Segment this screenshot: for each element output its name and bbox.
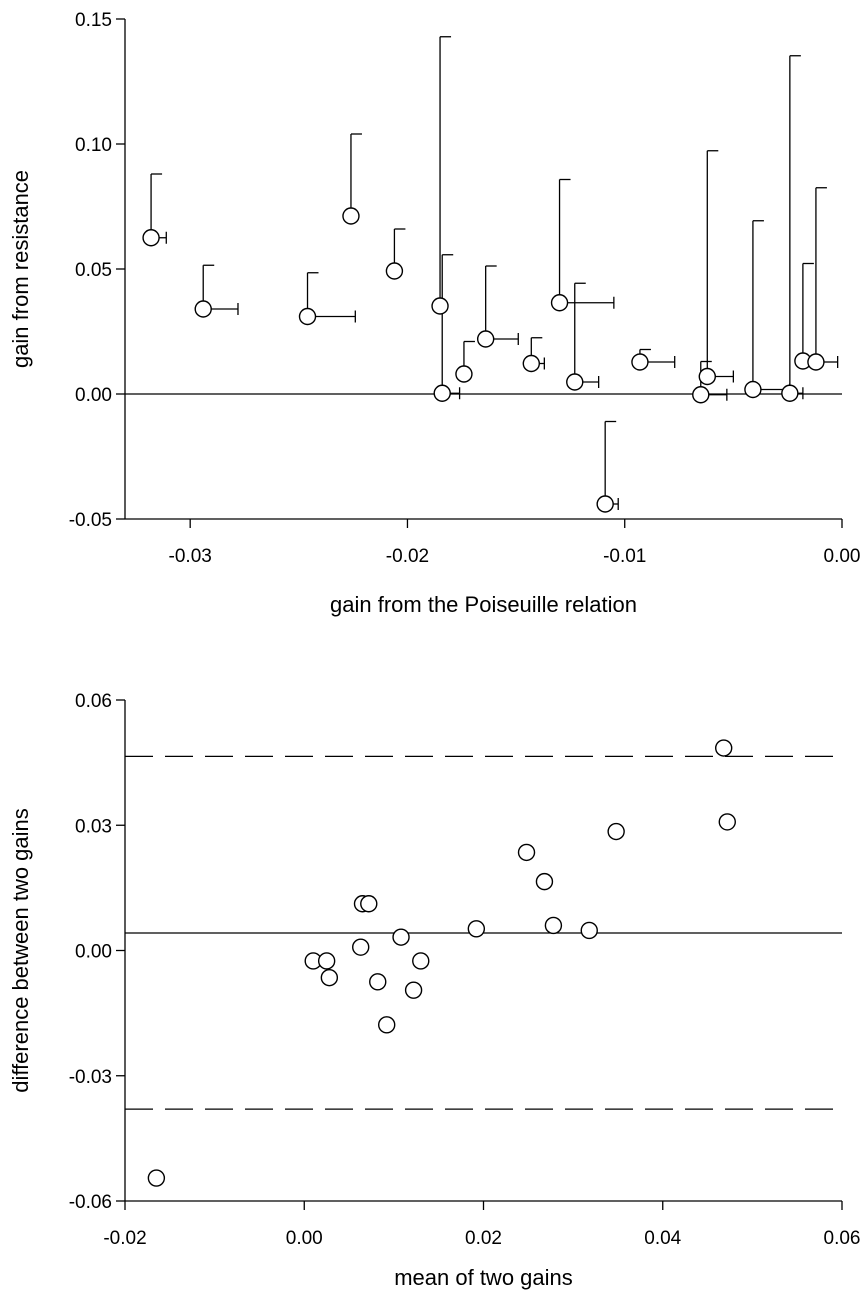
top-data-point	[566, 373, 584, 391]
bottom-y-tick-label: 0.06	[75, 691, 112, 712]
bottom-x-tick-label: -0.02	[103, 1228, 146, 1249]
bottom-data-point	[147, 1169, 166, 1187]
bottom-data-point	[718, 813, 736, 831]
top-data-point	[550, 294, 569, 312]
bottom-y-tick-label: 0.03	[75, 816, 112, 837]
bottom-data-point	[412, 952, 430, 970]
top-data-point	[455, 365, 473, 383]
top-data-point	[692, 386, 710, 404]
bottom-data-point	[517, 843, 536, 862]
top-data-point	[476, 330, 495, 348]
bottom-data-point	[369, 973, 387, 991]
top-y-tick-label: -0.05	[69, 510, 112, 531]
top-data-point	[631, 353, 649, 371]
bottom-panel-chart: -0.02 0.00 0.02 0.04 0.06 -0.06 -0.03 0.00 0.03 0…	[8, 691, 860, 1290]
top-data-point	[596, 495, 614, 513]
top-y-tick-label: 0.15	[75, 10, 112, 31]
bottom-x-tick-label: 0.04	[644, 1228, 681, 1249]
bottom-data-point	[378, 1016, 396, 1034]
bottom-data-point	[714, 739, 733, 757]
bottom-data-point	[535, 872, 554, 891]
top-data-point	[142, 229, 160, 247]
top-y-axis-label: gain from resistance	[8, 170, 33, 368]
top-data-point	[744, 380, 762, 399]
top-y-tick-label: 0.05	[75, 260, 112, 281]
bottom-y-tick-label: 0.00	[75, 942, 112, 963]
bottom-y-tick-label: -0.06	[69, 1192, 112, 1213]
top-x-axis-label: gain from the Poiseuille relation	[330, 592, 637, 617]
bottom-data-point	[580, 921, 598, 940]
bottom-data-point	[360, 895, 378, 913]
bottom-data-point	[392, 928, 410, 946]
top-x-tick-label: -0.02	[386, 546, 429, 567]
top-data-point	[781, 384, 799, 402]
bottom-data-point	[317, 952, 336, 970]
bottom-data-point	[404, 981, 423, 999]
top-y-tick-label: 0.10	[75, 135, 112, 156]
top-data-point	[298, 307, 317, 326]
bottom-data-point	[320, 968, 339, 987]
top-panel-chart: -0.03 -0.02 -0.01 0.00 -0.05 0.00 0.05 0.10 0.15…	[8, 10, 860, 617]
bottom-x-tick-label: 0.06	[824, 1228, 861, 1249]
top-data-point	[431, 297, 449, 315]
bottom-data-point	[467, 920, 486, 938]
bottom-x-tick-label: 0.02	[465, 1228, 502, 1249]
bottom-y-tick-label: -0.03	[69, 1067, 112, 1088]
bottom-data-point	[607, 822, 625, 841]
top-data-point	[433, 384, 451, 402]
top-data-point	[194, 300, 212, 318]
top-x-tick-label: 0.00	[824, 546, 861, 567]
bottom-x-axis-label: mean of two gains	[394, 1265, 573, 1290]
top-data-point	[807, 353, 825, 371]
top-data-point	[385, 262, 404, 280]
top-x-tick-label: -0.03	[169, 546, 212, 567]
top-data-point	[522, 354, 540, 373]
bottom-data-point	[544, 916, 563, 935]
bottom-x-tick-label: 0.00	[286, 1228, 323, 1249]
top-x-tick-label: -0.01	[603, 546, 646, 567]
top-data-point	[342, 207, 360, 225]
top-data-point	[698, 367, 716, 386]
top-y-tick-label: 0.00	[75, 385, 112, 406]
bottom-data-point	[352, 938, 370, 956]
bottom-y-axis-label: difference between two gains	[8, 808, 33, 1093]
